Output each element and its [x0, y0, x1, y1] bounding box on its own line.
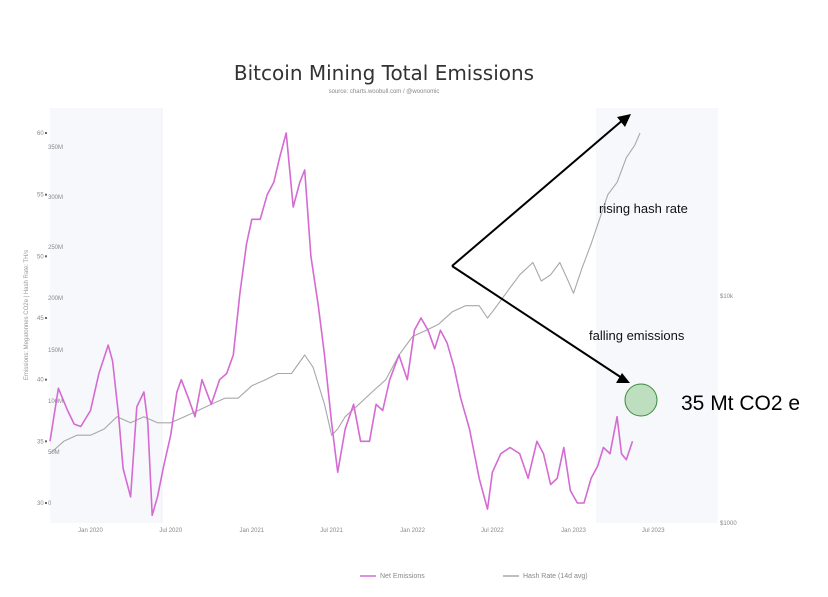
x-tick-label: Jan 2021 — [239, 528, 264, 534]
annotation-value: 35 Mt CO2 e — [681, 392, 800, 415]
y-left-tick-mark — [45, 193, 47, 196]
y-left-tick-label: 55 — [37, 193, 44, 199]
x-tick-label: Jan 2023 — [561, 528, 586, 534]
x-tick-label: Jan 2020 — [78, 528, 103, 534]
arrow-down-line — [451, 265, 623, 379]
x-tick-label: Jan 2022 — [400, 528, 425, 534]
legend: Net Emissions Hash Rate (14d avg) — [360, 573, 588, 580]
highlight-circle — [624, 383, 658, 417]
y-left-tick-mark — [45, 440, 47, 443]
chart-shading — [50, 108, 718, 523]
annotation-arrows — [451, 114, 631, 383]
y-inner-tick-label: 350M — [48, 145, 63, 151]
y-left-tick-label: 40 — [37, 378, 44, 384]
series-line-net-emissions — [49, 132, 634, 517]
chart-title: Bitcoin Mining Total Emissions — [234, 61, 534, 85]
y-inner-tick-label: 250M — [48, 245, 63, 251]
y-inner-tick-label: 0 — [48, 501, 52, 507]
y-inner-tick-label: 50M — [48, 450, 60, 456]
legend-label-emissions: Net Emissions — [380, 573, 425, 580]
annotation-falling: falling emissions — [589, 328, 685, 343]
y-left-tick-mark — [45, 378, 47, 381]
y-left-tick-mark — [45, 132, 47, 134]
y-left-tick-label: 60 — [37, 131, 44, 137]
arrow-up-line — [451, 118, 625, 267]
x-tick-label: Jul 2021 — [320, 528, 343, 534]
y-axis-label: Emissions: Megatonnes CO2e | Hash Rate: … — [24, 250, 30, 380]
shading-band-left — [50, 108, 162, 523]
chart-subtitle: source: charts.woobull.com / @woonomic — [329, 89, 440, 95]
series-layer — [49, 132, 641, 517]
series-line-hash-rate — [49, 132, 641, 455]
y-right-tick-label: $1000 — [720, 521, 737, 527]
y-left-tick-label: 50 — [37, 254, 44, 260]
y-right-tick-label: $10k — [720, 294, 734, 300]
y-left-tick-mark — [45, 255, 47, 258]
y-left-tick-label: 35 — [37, 439, 44, 445]
legend-label-hashrate: Hash Rate (14d avg) — [523, 573, 588, 580]
y-left-tick-label: 45 — [37, 316, 44, 322]
arrow-up-head — [617, 114, 631, 127]
x-tick-label: Jul 2020 — [159, 528, 182, 534]
x-tick-label: Jul 2022 — [481, 528, 504, 534]
shading-band-right — [596, 108, 718, 523]
annotation-rising: rising hash rate — [599, 201, 688, 216]
y-inner-tick-label: 200M — [48, 296, 63, 302]
x-tick-label: Jul 2023 — [642, 528, 665, 534]
y-left-tick-label: 30 — [37, 501, 44, 507]
y-axis-left: 60 55 50 45 40 35 30 — [37, 131, 47, 507]
y-inner-tick-label: 300M — [48, 195, 63, 201]
arrow-down-head — [616, 373, 630, 383]
y-left-tick-mark — [45, 317, 47, 319]
y-left-tick-mark — [45, 502, 47, 504]
y-inner-tick-label: 150M — [48, 348, 63, 354]
x-axis: Jan 2020 Jul 2020 Jan 2021 Jul 2021 Jan 2022… — [78, 528, 665, 534]
y-axis-right: $10k $1000 — [720, 294, 737, 527]
